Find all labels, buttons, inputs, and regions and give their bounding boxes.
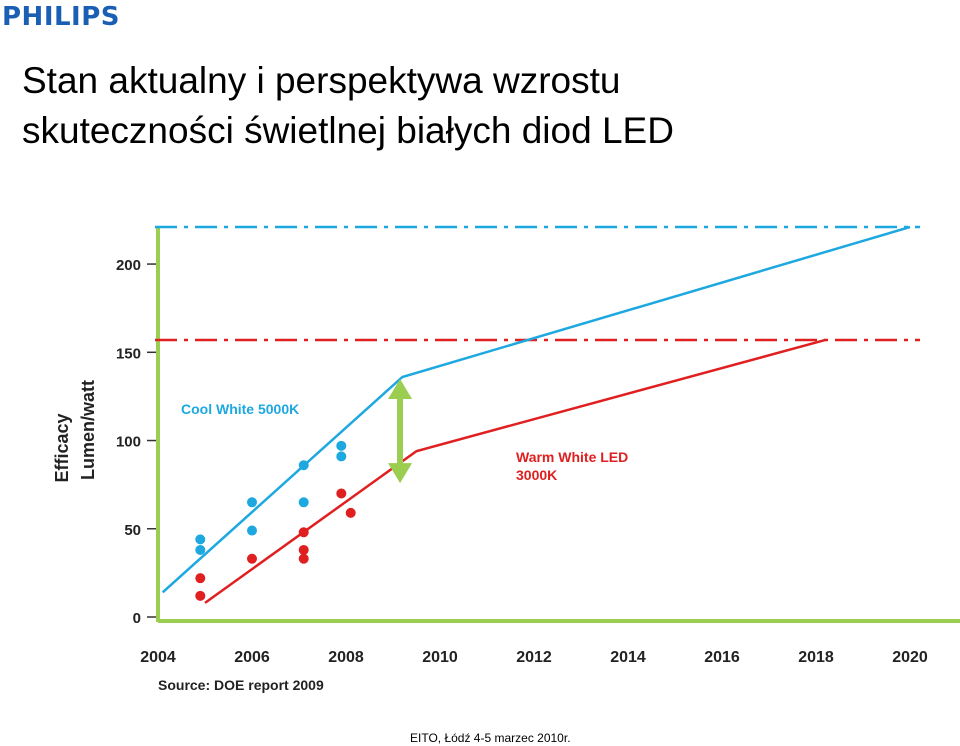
- x-tick-label: 2020: [892, 649, 928, 666]
- data-point-cool: [195, 534, 206, 545]
- x-tick-label: 2006: [234, 649, 270, 666]
- y-tick-label: 150: [116, 345, 141, 362]
- data-point-warm: [345, 507, 356, 518]
- data-point-cool: [195, 544, 206, 555]
- y-axis-label-line2: Lumen/watt: [78, 380, 98, 480]
- data-point-warm: [298, 544, 309, 555]
- series-label-warm-line2: 3000K: [516, 467, 557, 483]
- series-label-cool: Cool White 5000K: [181, 401, 299, 417]
- y-tick-label: 200: [116, 257, 141, 274]
- x-tick-label: 2008: [328, 649, 364, 666]
- data-point-cool: [298, 460, 309, 471]
- data-point-warm: [195, 573, 206, 584]
- series-label-warm-line1: Warm White LED: [516, 449, 628, 465]
- data-point-cool: [298, 497, 309, 508]
- data-point-cool: [336, 440, 347, 451]
- data-point-warm: [336, 488, 347, 499]
- gap-arrow-head-up: [388, 379, 413, 399]
- y-tick-label: 50: [124, 522, 141, 539]
- x-tick-label: 2004: [140, 649, 176, 666]
- slide-title: Stan aktualny i perspektywa wzrostu skut…: [22, 56, 674, 156]
- x-tick-label: 2014: [610, 649, 646, 666]
- title-line-2: skuteczności świetlnej białych diod LED: [22, 110, 674, 151]
- title-line-1: Stan aktualny i perspektywa wzrostu: [22, 60, 621, 101]
- data-point-cool: [336, 451, 347, 462]
- gap-arrow-head-down: [388, 463, 413, 484]
- data-point-warm: [247, 553, 257, 564]
- source-note: Source: DOE report 2009: [158, 677, 324, 693]
- x-tick-label: 2016: [704, 649, 740, 666]
- data-point-warm: [195, 590, 206, 601]
- data-point-cool: [247, 497, 257, 508]
- y-tick-label: 0: [133, 610, 141, 627]
- x-tick-label: 2018: [798, 649, 834, 666]
- data-point-warm: [298, 553, 309, 564]
- y-tick-label: 100: [116, 434, 141, 451]
- philips-logo: PHILIPS: [2, 2, 121, 32]
- footer-text: EITO, Łódź 4-5 marzec 2010r.: [410, 731, 571, 745]
- y-axis-label-line1: Efficacy: [52, 413, 72, 482]
- x-tick-label: 2012: [516, 649, 552, 666]
- data-point-cool: [247, 525, 257, 536]
- x-tick-label: 2010: [422, 649, 458, 666]
- data-point-warm: [298, 527, 309, 538]
- series-line-warm: [204, 338, 826, 604]
- series-line-cool: [161, 225, 911, 594]
